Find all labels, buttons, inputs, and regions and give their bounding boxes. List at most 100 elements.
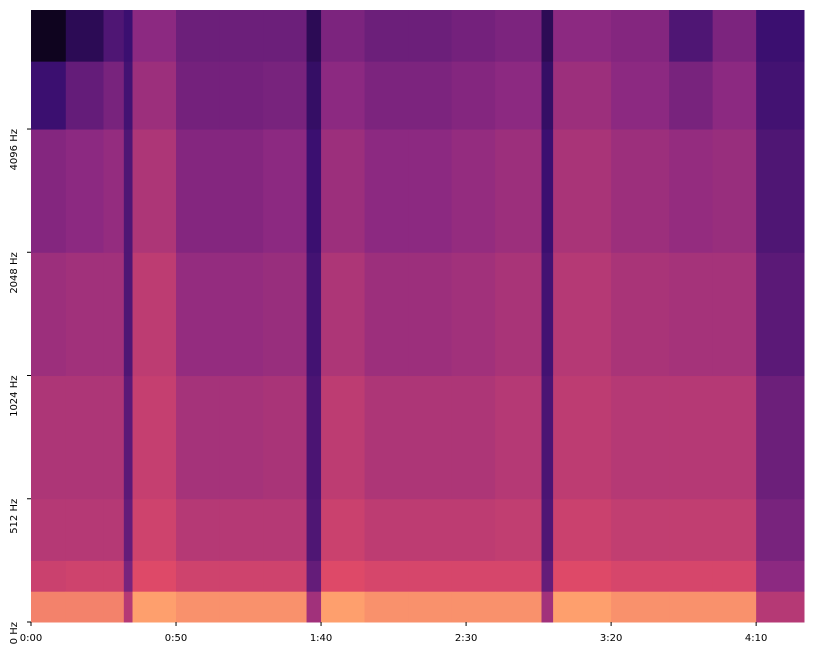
spectrogram-cell (541, 498, 554, 561)
spectrogram-cell (219, 375, 264, 500)
spectrogram-cell (132, 498, 177, 561)
spectrogram-cell (123, 591, 134, 623)
spectrogram-cell (669, 498, 714, 561)
spectrogram-cell (408, 498, 453, 561)
spectrogram-cell (306, 560, 322, 592)
y-tick-label: 4096 Hz (9, 129, 20, 170)
spectrogram-cell (408, 375, 453, 500)
spectrogram-cell (364, 129, 409, 253)
spectrogram-cell (712, 252, 757, 377)
spectrogram-cell (176, 61, 221, 130)
spectrogram-cell (669, 252, 714, 377)
spectrogram-cell (451, 375, 496, 500)
spectrogram-cell (756, 375, 805, 500)
spectrogram-cell (321, 252, 366, 377)
spectrogram-cell (611, 375, 670, 500)
spectrogram-cell (123, 560, 134, 592)
spectrogram-cell (408, 252, 453, 377)
spectrogram-cell (541, 560, 554, 592)
x-tick-label: 2:30 (455, 633, 477, 644)
spectrogram-cell (103, 498, 125, 561)
y-tick-label: 1024 Hz (9, 376, 20, 417)
spectrogram-cell (65, 129, 105, 253)
spectrogram-cell (31, 375, 67, 500)
spectrogram-cell (65, 498, 105, 561)
spectrogram-cell (103, 375, 125, 500)
spectrogram-cell (669, 375, 714, 500)
spectrogram-cell (103, 591, 125, 623)
spectrogram-cell (306, 591, 322, 623)
spectrogram-cell (408, 61, 453, 130)
spectrogram-cell (364, 375, 409, 500)
spectrogram-cell (263, 591, 308, 623)
spectrogram-cell (132, 591, 177, 623)
spectrogram-cell (669, 10, 714, 62)
spectrogram-cell (31, 10, 67, 62)
x-tick-label: 0:50 (165, 633, 187, 644)
spectrogram-cell (611, 129, 670, 253)
spectrogram-cell (541, 10, 554, 62)
spectrogram-cell (31, 498, 67, 561)
spectrogram-cell (65, 10, 105, 62)
spectrogram-cell (553, 129, 612, 253)
spectrogram-cell (495, 129, 542, 253)
spectrogram-cell (756, 560, 805, 592)
spectrogram-cell (103, 560, 125, 592)
x-tick-label: 0:00 (20, 633, 42, 644)
spectrogram-cell (263, 252, 308, 377)
spectrogram-cell (306, 252, 322, 377)
spectrogram-cell (712, 375, 757, 500)
x-tick-label: 4:10 (745, 633, 767, 644)
spectrogram-cell (321, 375, 366, 500)
spectrogram-cell (611, 61, 670, 130)
spectrogram-cell (495, 61, 542, 130)
spectrogram-cell (495, 10, 542, 62)
spectrogram-cell (132, 10, 177, 62)
spectrogram-cell (451, 591, 496, 623)
spectrogram-cell (263, 375, 308, 500)
spectrogram-cell (103, 129, 125, 253)
spectrogram-cell (553, 560, 612, 592)
spectrogram-cell (553, 252, 612, 377)
spectrogram-cell (364, 10, 409, 62)
spectrogram-cell (321, 560, 366, 592)
spectrogram-cell (219, 10, 264, 62)
spectrogram-cell (495, 498, 542, 561)
spectrogram-cell (408, 591, 453, 623)
spectrogram-cell (364, 591, 409, 623)
spectrogram-cell (31, 252, 67, 377)
spectrogram-cell (123, 375, 134, 500)
spectrogram-cell (65, 591, 105, 623)
spectrogram-cell (132, 375, 177, 500)
spectrogram-cell (495, 375, 542, 500)
spectrogram-cell (132, 252, 177, 377)
spectrogram-cell (176, 591, 221, 623)
spectrogram-cell (306, 498, 322, 561)
spectrogram-cell (263, 560, 308, 592)
spectrogram-cell (451, 129, 496, 253)
spectrogram-cell (65, 61, 105, 130)
spectrogram-cell (408, 10, 453, 62)
spectrogram-cell (669, 591, 714, 623)
spectrogram-cell (123, 129, 134, 253)
spectrogram-cell (712, 61, 757, 130)
spectrogram-cell (712, 129, 757, 253)
spectrogram-cell (123, 252, 134, 377)
spectrogram-cell (219, 560, 264, 592)
spectrogram-cell (263, 10, 308, 62)
spectrogram-cell (65, 252, 105, 377)
spectrogram-cell (553, 591, 612, 623)
spectrogram-cell (669, 560, 714, 592)
spectrogram-cell (321, 498, 366, 561)
spectrogram-cell (176, 10, 221, 62)
spectrogram-cell (263, 498, 308, 561)
spectrogram-cell (756, 61, 805, 130)
spectrogram-cell (306, 10, 322, 62)
spectrogram-cell (364, 560, 409, 592)
spectrogram-cell (132, 129, 177, 253)
spectrogram-cell (756, 10, 805, 62)
spectrogram-cell (451, 560, 496, 592)
spectrogram-cell (451, 61, 496, 130)
spectrogram-cell (495, 560, 542, 592)
